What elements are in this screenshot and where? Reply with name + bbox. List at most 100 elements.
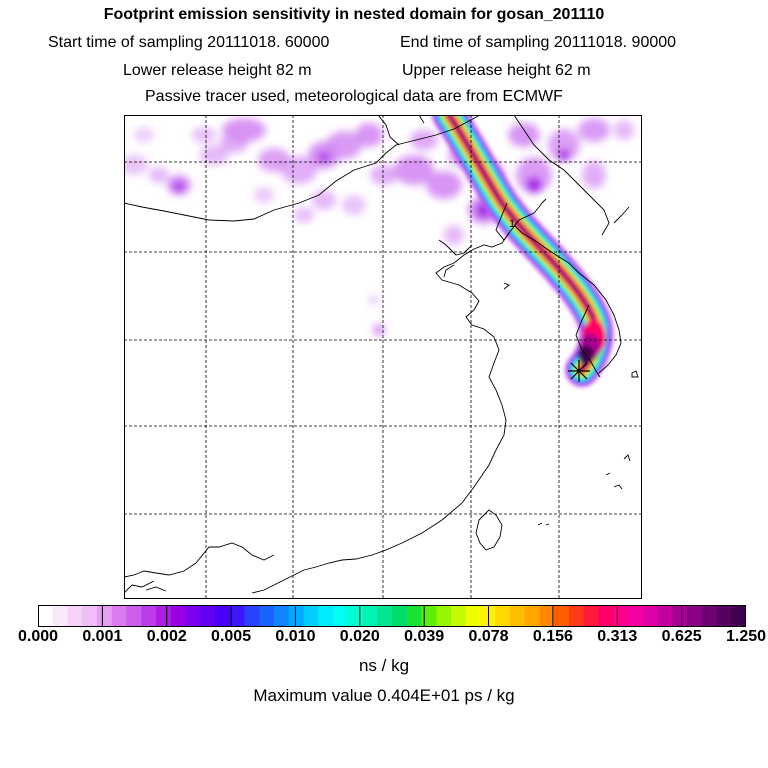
haze-blob: [368, 295, 380, 305]
receptor-star-icon: [568, 360, 590, 382]
haze-blob: [582, 161, 606, 189]
coastlines: [124, 115, 639, 594]
haze-blob: [134, 127, 154, 143]
haze-blob: [342, 195, 366, 215]
haze-blob: [326, 131, 362, 159]
units-label: ns / kg: [358, 656, 410, 675]
colorbar-swatch: [82, 605, 98, 627]
colorbar-tick-label: 0.625: [661, 628, 702, 645]
colorbar-swatch: [111, 605, 127, 627]
plume-hour-label: 1: [509, 218, 515, 230]
colorbar-swatch: [170, 605, 186, 627]
colorbar-swatch: [524, 605, 540, 627]
tracer-info-label: Passive tracer used, meteorological data…: [145, 88, 563, 105]
colorbar-swatch: [642, 605, 658, 627]
colorbar-swatch: [569, 605, 585, 627]
max-value-label: Maximum value 0.404E+01 ps / kg: [253, 686, 515, 705]
colorbar-swatch: [333, 605, 349, 627]
colorbar-swatch: [185, 605, 201, 627]
emission-plume: [432, 115, 614, 387]
colorbar-tick-label: 0.010: [275, 628, 316, 645]
colorbar-swatch: [244, 605, 260, 627]
haze-blob: [426, 171, 462, 199]
footprint-map: 1: [124, 115, 642, 599]
colorbar-swatch: [318, 605, 334, 627]
haze-blob: [220, 133, 248, 153]
colorbar-swatch: [465, 605, 481, 627]
colorbar-swatch: [451, 605, 467, 627]
start-time-label: Start time of sampling 20111018. 60000: [48, 34, 330, 51]
map-title: Footprint emission sensitivity in nested…: [103, 6, 605, 23]
colorbar-swatch: [156, 605, 172, 627]
colorbar-swatch: [657, 605, 673, 627]
upper-release-label: Upper release height 62 m: [402, 62, 591, 79]
haze-blob: [548, 129, 580, 161]
colorbar-tick-label: 1.250: [725, 628, 767, 645]
haze-core: [558, 149, 570, 161]
colorbar: [38, 605, 746, 627]
colorbar-swatch: [229, 605, 245, 627]
haze-blob: [394, 155, 434, 185]
haze-blob: [578, 118, 610, 142]
colorbar-swatch: [215, 605, 231, 627]
colorbar-swatch: [347, 605, 363, 627]
colorbar-tick-label: 0.001: [82, 628, 123, 645]
lower-release-label: Lower release height 82 m: [123, 62, 312, 79]
haze-blob: [516, 157, 552, 193]
colorbar-swatch: [731, 605, 746, 627]
haze-blob: [444, 225, 464, 245]
colorbar-swatch: [288, 605, 304, 627]
colorbar-tick-label: 0.005: [211, 628, 252, 645]
colorbar-tick-label: 0.156: [532, 628, 573, 645]
colorbar-swatch: [495, 605, 511, 627]
colorbar-swatch: [421, 605, 437, 627]
colorbar-swatch: [52, 605, 68, 627]
colorbar-swatch: [303, 605, 319, 627]
colorbar-swatch: [259, 605, 275, 627]
colorbar-tick-label: 0.078: [468, 628, 509, 645]
colorbar-tick-label: 0.020: [339, 628, 380, 645]
haze-blob: [254, 187, 274, 203]
haze-blob: [373, 324, 385, 336]
colorbar-swatch: [274, 605, 290, 627]
haze-blob: [124, 155, 148, 175]
colorbar-swatch: [200, 605, 216, 627]
colorbar-swatch: [436, 605, 452, 627]
colorbar-swatch: [554, 605, 570, 627]
map-frame: [124, 115, 642, 599]
colorbar-frame: [38, 605, 746, 627]
colorbar-swatch: [583, 605, 599, 627]
colorbar-swatch: [672, 605, 688, 627]
haze-blob: [192, 127, 216, 143]
colorbar-tick-label: 0.002: [146, 628, 187, 645]
colorbar-swatch: [97, 605, 113, 627]
colorbar-swatch: [598, 605, 614, 627]
haze-blob: [370, 165, 398, 185]
colorbar-swatch: [377, 605, 393, 627]
colorbar-tick-label: 0.000: [17, 628, 59, 645]
colorbar-swatch: [613, 605, 629, 627]
colorbar-swatch: [510, 605, 526, 627]
haze-blob: [200, 145, 228, 165]
colorbar-swatch: [126, 605, 142, 627]
haze-blob: [614, 120, 634, 140]
colorbar-swatch: [480, 605, 496, 627]
colorbar-tick-label: 0.039: [404, 628, 445, 645]
haze-core: [318, 152, 330, 162]
emission-haze: [124, 118, 634, 336]
colorbar-swatch: [67, 605, 83, 627]
colorbar-swatch: [628, 605, 644, 627]
haze-core: [173, 182, 185, 192]
haze-blob: [508, 123, 540, 147]
haze-blob: [281, 156, 317, 184]
colorbar-tick-label: 0.313: [597, 628, 638, 645]
lat-lon-grid: [124, 115, 642, 599]
haze-blob: [312, 190, 336, 210]
colorbar-swatch: [716, 605, 732, 627]
end-time-label: End time of sampling 20111018. 90000: [400, 34, 677, 51]
colorbar-swatch: [687, 605, 703, 627]
colorbar-swatch: [362, 605, 378, 627]
haze-core: [526, 177, 542, 193]
haze-blob: [355, 123, 383, 147]
haze-blob: [149, 167, 169, 183]
